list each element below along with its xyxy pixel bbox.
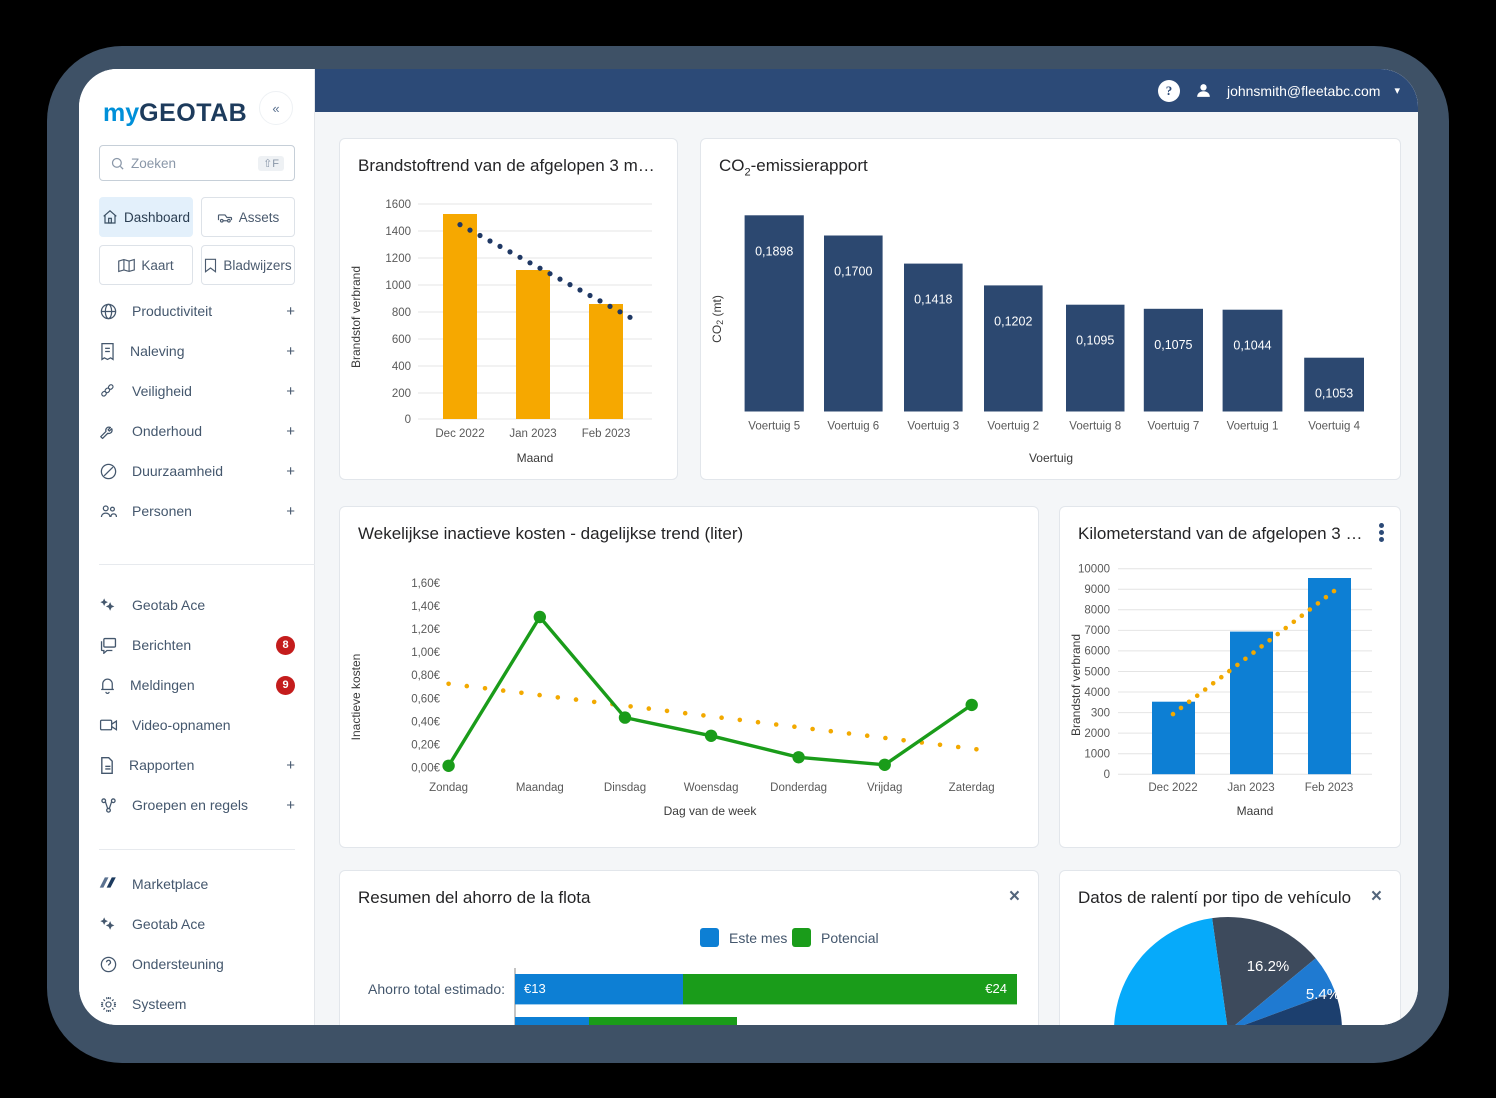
svg-text:0,1075: 0,1075	[1154, 338, 1192, 352]
svg-text:Feb 2023: Feb 2023	[582, 428, 631, 440]
svg-text:€24: €24	[985, 981, 1007, 996]
svg-text:Voertuig 6: Voertuig 6	[827, 421, 879, 433]
svg-text:Voertuig 1: Voertuig 1	[1227, 421, 1279, 433]
svg-text:Este mes: Este mes	[729, 930, 787, 946]
svg-text:0,40€: 0,40€	[411, 716, 440, 728]
svg-text:Voertuig 8: Voertuig 8	[1069, 421, 1121, 433]
svg-text:Jan 2023: Jan 2023	[1227, 782, 1274, 794]
svg-text:0,00€: 0,00€	[411, 763, 440, 775]
svg-text:0,1418: 0,1418	[914, 293, 952, 307]
svg-text:0,1044: 0,1044	[1233, 339, 1271, 353]
svg-text:1,40€: 1,40€	[411, 601, 440, 613]
svg-text:Voertuig 4: Voertuig 4	[1308, 421, 1360, 433]
svg-text:Brandstof verbrand: Brandstof verbrand	[1069, 634, 1083, 736]
svg-text:Dec 2022: Dec 2022	[435, 428, 484, 440]
svg-text:16.2%: 16.2%	[1247, 958, 1290, 975]
svg-text:1,60€: 1,60€	[411, 578, 440, 590]
svg-text:0,1700: 0,1700	[834, 265, 872, 279]
svg-text:1600: 1600	[385, 199, 411, 211]
svg-text:Dag van de week: Dag van de week	[664, 804, 758, 818]
svg-text:Vrijdag: Vrijdag	[867, 782, 902, 794]
svg-text:0,1095: 0,1095	[1076, 334, 1114, 348]
svg-text:Brandstof verbrand: Brandstof verbrand	[349, 266, 363, 368]
svg-text:Voertuig: Voertuig	[1029, 451, 1073, 465]
svg-text:300: 300	[1091, 707, 1110, 719]
svg-text:Voertuig 5: Voertuig 5	[748, 421, 800, 433]
svg-text:Dec 2022: Dec 2022	[1148, 782, 1197, 794]
svg-text:Ahorro total estimado:: Ahorro total estimado:	[368, 981, 505, 997]
svg-text:1000: 1000	[385, 280, 411, 292]
svg-text:Voertuig 2: Voertuig 2	[987, 421, 1039, 433]
svg-text:1000: 1000	[1084, 749, 1110, 761]
svg-text:Maand: Maand	[1237, 804, 1274, 818]
svg-text:Maand: Maand	[517, 451, 554, 465]
svg-text:Maandag: Maandag	[516, 782, 564, 794]
svg-text:0,60€: 0,60€	[411, 693, 440, 705]
svg-text:Dinsdag: Dinsdag	[604, 782, 646, 794]
svg-text:Zaterdag: Zaterdag	[949, 782, 995, 794]
svg-text:1200: 1200	[385, 253, 411, 265]
svg-text:400: 400	[392, 361, 411, 373]
svg-text:0,1898: 0,1898	[755, 244, 793, 258]
svg-text:5000: 5000	[1084, 666, 1110, 678]
svg-text:0,1202: 0,1202	[994, 314, 1032, 328]
svg-text:9000: 9000	[1084, 584, 1110, 596]
svg-text:200: 200	[392, 388, 411, 400]
svg-text:Jan 2023: Jan 2023	[509, 428, 556, 440]
svg-text:8000: 8000	[1084, 605, 1110, 617]
svg-text:Potencial: Potencial	[821, 930, 879, 946]
svg-text:10000: 10000	[1078, 564, 1110, 576]
svg-text:Inactieve kosten: Inactieve kosten	[349, 654, 363, 741]
svg-text:1400: 1400	[385, 226, 411, 238]
svg-text:5.4%: 5.4%	[1306, 986, 1340, 1003]
svg-text:1,20€: 1,20€	[411, 624, 440, 636]
svg-text:800: 800	[392, 307, 411, 319]
svg-text:Voertuig 3: Voertuig 3	[907, 421, 959, 433]
svg-text:600: 600	[392, 334, 411, 346]
svg-text:€13: €13	[524, 981, 546, 996]
svg-text:2000: 2000	[1084, 728, 1110, 740]
svg-text:CO2 (mt): CO2 (mt)	[710, 295, 725, 343]
svg-text:0,20€: 0,20€	[411, 740, 440, 752]
svg-text:7000: 7000	[1084, 625, 1110, 637]
svg-text:6000: 6000	[1084, 646, 1110, 658]
svg-text:Donderdag: Donderdag	[770, 782, 827, 794]
svg-text:0,1053: 0,1053	[1315, 387, 1353, 401]
svg-text:4000: 4000	[1084, 687, 1110, 699]
svg-text:0,80€: 0,80€	[411, 670, 440, 682]
svg-text:Feb 2023: Feb 2023	[1305, 782, 1354, 794]
svg-text:1,00€: 1,00€	[411, 647, 440, 659]
svg-text:Voertuig 7: Voertuig 7	[1148, 421, 1200, 433]
svg-text:Woensdag: Woensdag	[684, 782, 739, 794]
svg-text:0: 0	[1104, 769, 1110, 781]
svg-text:0: 0	[405, 414, 411, 426]
svg-text:Zondag: Zondag	[429, 782, 468, 794]
